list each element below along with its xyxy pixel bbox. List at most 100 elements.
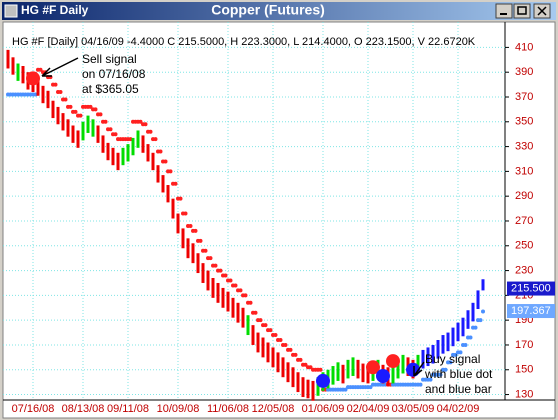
signal-dot <box>316 373 330 388</box>
annotation-text: on 07/16/08 <box>82 67 146 81</box>
stop-dot-fill <box>248 300 253 305</box>
stop-dot-fill <box>208 256 213 261</box>
stop-dot <box>481 309 485 314</box>
stop-dot-fill <box>418 382 423 387</box>
y-tick-label: 310 <box>515 165 533 177</box>
stop-dot-fill <box>448 360 453 365</box>
stop-dot-fill <box>218 268 223 273</box>
chart-header: HG #F [Daily] 04/16/09 -4.4000 C 215.500… <box>12 36 476 48</box>
stop-dot-fill <box>458 350 463 355</box>
stop-dot-fill <box>478 318 483 323</box>
stop-dot-fill <box>163 159 168 164</box>
stop-dot-fill <box>273 333 278 338</box>
stop-dot-fill <box>288 347 293 352</box>
y-tick-label: 150 <box>515 364 533 376</box>
stop-dot-fill <box>228 278 233 283</box>
stop-dot-fill <box>223 273 228 278</box>
x-tick-label: 11/06/08 <box>207 403 249 415</box>
stop-dot-fill <box>468 335 473 340</box>
stop-dot-fill <box>453 352 458 357</box>
stop-dot-fill <box>368 385 373 390</box>
stop-dot-fill <box>63 97 68 102</box>
stop-dot-fill <box>158 149 163 154</box>
stop-dot-fill <box>428 377 433 382</box>
y-tick-label: 390 <box>515 66 533 78</box>
chart-area <box>2 21 556 419</box>
stop-dot-fill <box>38 67 43 72</box>
stop-dot-fill <box>258 318 263 323</box>
signal-dot <box>26 71 40 86</box>
stop-dot-fill <box>88 104 93 109</box>
stop-dot-fill <box>278 338 283 343</box>
annotation-arrow <box>41 57 79 77</box>
x-tick-label: 01/06/09 <box>302 403 345 415</box>
annotation-text: at $365.05 <box>82 82 139 96</box>
x-tick-label: 12/05/08 <box>252 403 295 415</box>
stop-dot-fill <box>308 365 313 370</box>
stop-dot-fill <box>303 362 308 367</box>
stop-dot-fill <box>463 342 468 347</box>
maximize-button[interactable] <box>513 3 531 19</box>
window-buttons[interactable] <box>495 3 551 19</box>
price-tag <box>507 304 555 319</box>
stop-dot-fill <box>183 211 188 216</box>
y-tick-label: 350 <box>515 116 533 128</box>
maximize-icon <box>517 6 527 15</box>
y-tick-label: 130 <box>515 388 533 400</box>
signal-dot <box>366 360 380 375</box>
stop-dot-fill <box>178 196 183 201</box>
stop-dot-fill <box>173 181 178 186</box>
y-tick-label: 330 <box>515 140 533 152</box>
y-tick-label: 250 <box>515 240 533 252</box>
annotation-text: Sell signal <box>82 52 137 66</box>
x-tick-label: 09/11/08 <box>107 403 149 415</box>
price-tag-label: 215.500 <box>511 282 551 294</box>
x-tick-label: 03/05/09 <box>392 403 435 415</box>
window-icon <box>4 4 18 18</box>
stop-dot-fill <box>473 325 478 330</box>
stop-dot-fill <box>188 223 193 228</box>
annotation-arrow <box>413 361 425 377</box>
stop-dot-fill <box>103 119 108 124</box>
stop-dot-fill <box>78 113 83 118</box>
stop-dot-fill <box>283 342 288 347</box>
y-tick-label: 230 <box>515 264 533 276</box>
stop-dot-fill <box>138 119 143 124</box>
annotation-text: and blue bar <box>425 382 492 396</box>
stop-dot-fill <box>148 129 153 134</box>
close-icon <box>537 6 547 16</box>
stop-dot-fill <box>58 90 63 95</box>
price-tag-label: 197.367 <box>511 305 551 317</box>
signal-dot <box>386 354 400 369</box>
y-tick-label: 290 <box>515 190 533 202</box>
stop-dot-fill <box>98 112 103 117</box>
stop-dot-fill <box>318 367 323 372</box>
price-tag <box>507 281 555 296</box>
stop-dot-fill <box>293 352 298 357</box>
stop-dot-fill <box>268 328 273 333</box>
x-tick-label: 07/16/08 <box>12 403 55 415</box>
x-tick-label: 10/09/08 <box>157 403 200 415</box>
y-tick-label: 370 <box>515 91 533 103</box>
x-tick-label: 08/13/08 <box>62 403 105 415</box>
minimize-button[interactable] <box>495 3 513 19</box>
stop-dot-fill <box>203 248 208 253</box>
stop-dot-fill <box>68 104 73 109</box>
stop-dot-fill <box>193 228 198 233</box>
title-bar <box>2 2 556 20</box>
y-tick-label: 170 <box>515 339 533 351</box>
stop-dot-fill <box>108 127 113 132</box>
stop-dot-fill <box>168 169 173 174</box>
annotation-text: Buy signal <box>425 352 480 366</box>
stop-dot-fill <box>343 387 348 392</box>
stop-dot-fill <box>238 288 243 293</box>
stop-dot-fill <box>143 122 148 127</box>
stop-dot-fill <box>153 137 158 142</box>
stop-dot-fill <box>213 263 218 268</box>
stop-dot-fill <box>198 238 203 243</box>
y-tick-label: 410 <box>515 41 533 53</box>
x-tick-label: 04/02/09 <box>437 403 480 415</box>
stop-dot-fill <box>53 82 58 87</box>
window-caption: Copper (Futures) <box>211 2 325 18</box>
stop-dot-fill <box>73 109 78 114</box>
